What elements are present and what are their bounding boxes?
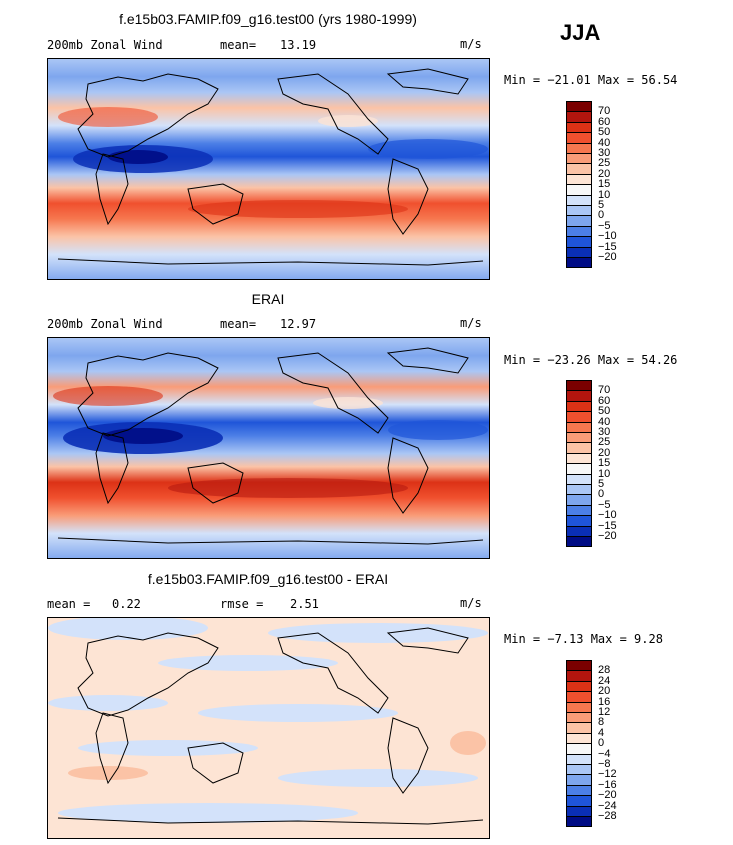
colorbar-tick-label: −12 xyxy=(598,768,617,781)
colorbar-tick-label: 12 xyxy=(598,706,611,718)
panel1-mean-value: 13.19 xyxy=(280,38,317,52)
panel1-units: m/s xyxy=(460,37,482,51)
colorbar-tick-label: 10 xyxy=(598,467,611,480)
colorbar-tick-label: 0 xyxy=(598,488,605,501)
colorbar-tick-label: −4 xyxy=(598,747,611,760)
panel2-title: ERAI xyxy=(251,291,285,307)
colorbar-tick-label: 4 xyxy=(598,726,605,739)
colorbar-tick-label: 28 xyxy=(598,664,611,677)
panel2-variable-label: 200mb Zonal Wind xyxy=(47,317,163,331)
colorbar-tick-label: 30 xyxy=(598,147,611,159)
colorbar-tick-label: 8 xyxy=(598,716,605,729)
panel1-map xyxy=(47,58,490,280)
panel3-units: m/s xyxy=(460,596,482,610)
panel1-variable-label: 200mb Zonal Wind xyxy=(47,38,163,52)
panel2-units: m/s xyxy=(460,316,482,330)
colorbar-tick-label: −5 xyxy=(598,219,611,232)
colorbar-tick-label: −20 xyxy=(598,789,617,802)
colorbar-swatch xyxy=(566,257,592,269)
colorbar-tick-label: 10 xyxy=(598,188,611,201)
panel3-mean-value: 0.22 xyxy=(112,597,141,611)
colorbar-tick-label: 20 xyxy=(598,446,611,459)
colorbar-tick-label: 50 xyxy=(598,126,611,139)
colorbar-tick-label: 15 xyxy=(598,178,611,191)
panel1-title: f.e15b03.FAMIP.f09_g16.test00 (yrs 1980-… xyxy=(119,11,417,27)
panel3-title: f.e15b03.FAMIP.f09_g16.test00 - ERAI xyxy=(147,571,389,587)
colorbar-tick-label: 0 xyxy=(598,209,605,222)
panel3-rmse-value: 2.51 xyxy=(290,597,319,611)
panel1-minmax: Min = −21.01 Max = 56.54 xyxy=(504,73,678,87)
season-label: JJA xyxy=(560,20,601,45)
colorbar-tick-label: 15 xyxy=(598,457,611,470)
colorbar-tick-label: 60 xyxy=(598,394,611,407)
colorbar-tick-label: −24 xyxy=(598,799,617,812)
colorbar-tick-label: 20 xyxy=(598,167,611,180)
panel3-rmse-label: rmse = xyxy=(220,597,264,611)
colorbar-tick-label: 70 xyxy=(598,384,611,397)
panel3-minmax: Min = −7.13 Max = 9.28 xyxy=(504,632,663,646)
colorbar-tick-label: 16 xyxy=(598,695,611,708)
panel3-map xyxy=(47,617,490,839)
panel2-minmax: Min = −23.26 Max = 54.26 xyxy=(504,353,678,367)
panel2-mean-label: mean= xyxy=(220,317,257,331)
colorbar-tick-label: 60 xyxy=(598,115,611,128)
colorbar-tick-label: 25 xyxy=(598,436,611,449)
colorbar-swatch xyxy=(566,536,592,548)
panel2-mean-value: 12.97 xyxy=(280,317,317,331)
colorbar-tick-label: 5 xyxy=(598,199,605,211)
panel2-map xyxy=(47,337,490,559)
panel1-mean-label: mean= xyxy=(220,38,257,52)
colorbar-tick-label: 50 xyxy=(598,405,611,418)
colorbar-tick-label: 5 xyxy=(598,478,605,490)
colorbar-tick-label: 24 xyxy=(598,674,611,687)
colorbar-tick-label: −15 xyxy=(598,240,617,253)
colorbar-tick-label: −20 xyxy=(598,530,617,542)
colorbar-tick-label: 70 xyxy=(598,105,611,118)
colorbar-tick-label: −5 xyxy=(598,498,611,511)
colorbar-tick-label: −8 xyxy=(598,758,611,770)
colorbar-tick-label: −10 xyxy=(598,509,617,522)
colorbar-tick-label: 40 xyxy=(598,415,611,428)
panel3-mean-label: mean = xyxy=(47,597,91,611)
colorbar-tick-label: 20 xyxy=(598,685,611,698)
colorbar-tick-label: 40 xyxy=(598,136,611,149)
colorbar-tick-label: 30 xyxy=(598,426,611,438)
colorbar-tick-label: −28 xyxy=(598,810,617,822)
colorbar-swatch xyxy=(566,816,592,828)
colorbar-tick-label: −10 xyxy=(598,230,617,243)
colorbar-tick-label: −15 xyxy=(598,519,617,532)
colorbar-tick-label: −20 xyxy=(598,251,617,263)
colorbar-tick-label: −16 xyxy=(598,778,617,791)
colorbar-tick-label: 0 xyxy=(598,737,605,750)
colorbar-tick-label: 25 xyxy=(598,157,611,170)
